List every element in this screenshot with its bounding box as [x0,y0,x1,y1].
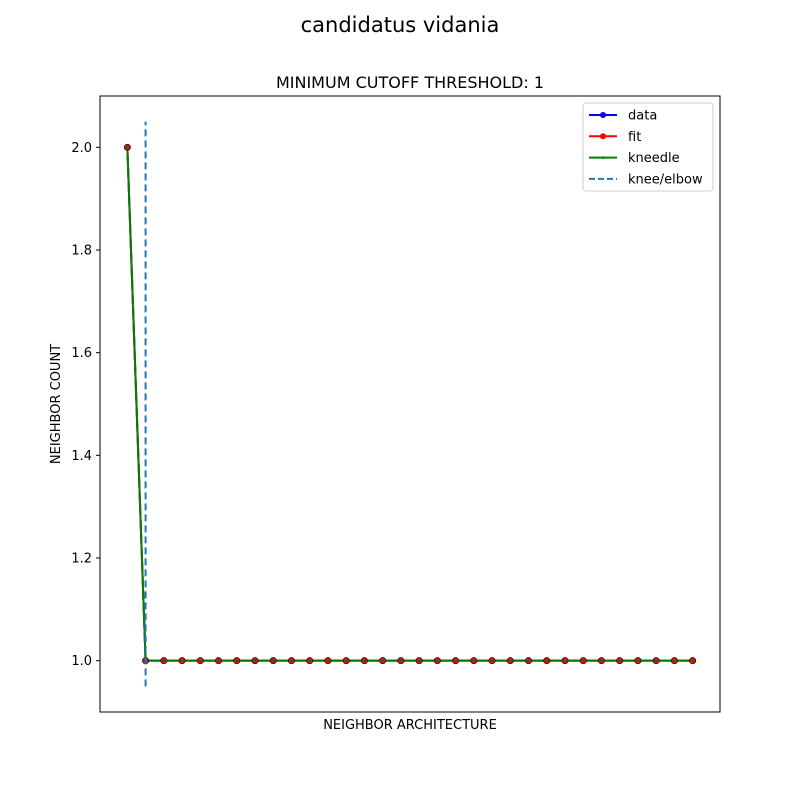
legend-entry: fit [589,130,641,145]
point-kneedle [527,659,530,662]
point-kneedle [472,659,476,662]
legend-label: fit [628,130,641,145]
point-kneedle [363,659,366,662]
point-kneedle [673,659,676,662]
chart-suptitle: candidatus vidania [301,13,500,37]
legend-marker [601,156,605,159]
legend-box [582,102,714,192]
plot-area: 1.0 1.2 1.4 1.6 1.8 2.0 [71,95,721,713]
chart-title: MINIMUM CUTOFF THRESHOLD: 1 [276,73,544,92]
y-tick-label: 1.6 [71,346,92,361]
point-kneedle [454,659,457,662]
point-kneedle [563,659,567,662]
series-line-kneedle [126,147,693,662]
point-kneedle [180,659,184,662]
point-kneedle [582,659,585,662]
point-kneedle [417,659,421,662]
point-kneedle [381,659,384,662]
point-kneedle [272,659,275,662]
point-kneedle [436,659,439,662]
point-kneedle [253,659,257,662]
legend-entry: kneedle [589,151,680,166]
point-kneedle [600,659,603,662]
point-kneedle [691,659,694,662]
series-line-fit [126,147,693,662]
point-kneedle [199,659,202,662]
point-kneedle [235,659,238,662]
legend-marker [600,112,606,118]
axes-frame [99,95,721,713]
point-kneedle [545,659,548,662]
legend: data fit kneedle knee/elbow [582,102,714,192]
x-axis-label: NEIGHBOR ARCHITECTURE [323,718,497,733]
point-kneedle [399,659,403,662]
y-tick-label: 1.2 [71,552,92,567]
legend-entry: data [589,109,657,124]
series-line-data [126,147,693,662]
y-tick-label: 1.4 [71,449,92,464]
legend-marker [600,133,606,140]
point-kneedle [618,659,621,662]
point-kneedle [636,659,640,662]
point-kneedle [344,659,348,662]
point-kneedle [126,146,129,149]
point-kneedle [326,659,330,662]
y-axis-label: NEIGHBOR COUNT [49,344,64,464]
legend-entry: knee/elbow [589,172,703,187]
y-tick-label: 1.0 [71,654,92,669]
point-kneedle [217,659,220,662]
point-kneedle [162,659,166,662]
point-kneedle [654,659,658,662]
y-tick-label: 1.8 [71,244,92,259]
point-kneedle [509,659,512,662]
y-tick-label: 2.0 [71,141,92,156]
legend-label: data [628,109,657,124]
point-kneedle [290,659,293,662]
legend-label: kneedle [628,151,680,166]
legend-label: knee/elbow [628,172,703,187]
point-kneedle [308,659,311,662]
point-kneedle [490,659,494,662]
